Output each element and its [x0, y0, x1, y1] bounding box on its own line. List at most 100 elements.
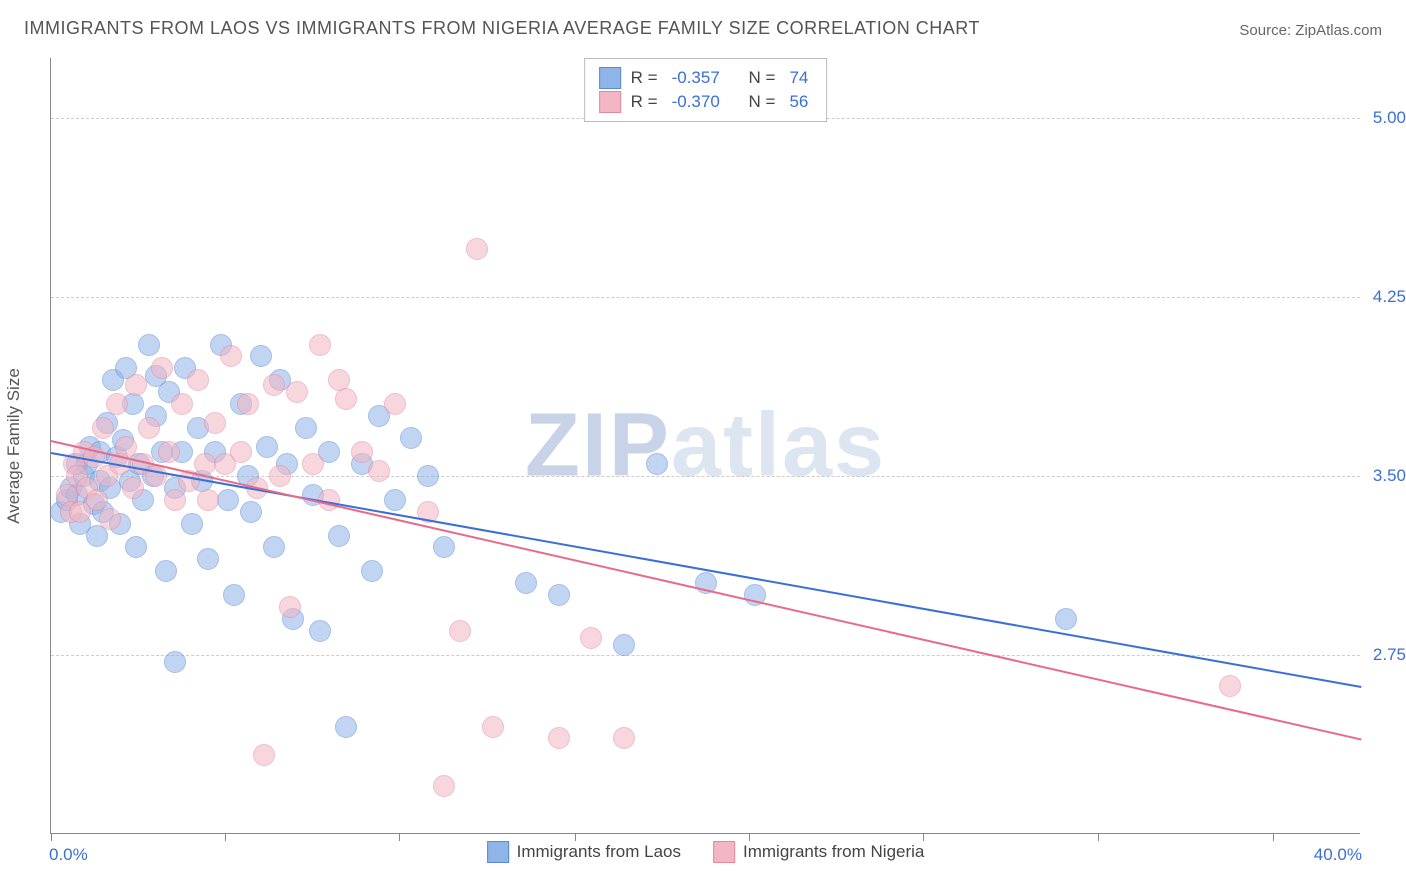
x-axis-max-label: 40.0% [1314, 845, 1362, 865]
data-point [253, 744, 275, 766]
data-point [155, 560, 177, 582]
data-point [230, 441, 252, 463]
data-point [482, 716, 504, 738]
swatch-nigeria [713, 841, 735, 863]
x-tick [575, 833, 576, 841]
data-point [1219, 675, 1241, 697]
data-point [171, 393, 193, 415]
y-tick-label: 4.25 [1373, 287, 1406, 307]
data-point [279, 596, 301, 618]
x-tick [51, 833, 52, 841]
legend-label: Immigrants from Nigeria [743, 842, 924, 862]
data-point [295, 417, 317, 439]
stat-R-label: R = [631, 68, 658, 88]
data-point [433, 536, 455, 558]
source-prefix: Source: [1239, 22, 1291, 39]
y-axis-label: Average Family Size [4, 368, 24, 524]
data-point [223, 584, 245, 606]
x-tick [225, 833, 226, 841]
data-point [351, 441, 373, 463]
stat-R-label: R = [631, 92, 658, 112]
stat-N-label: N = [749, 68, 776, 88]
x-axis-min-label: 0.0% [49, 845, 88, 865]
trend-line [51, 452, 1361, 688]
x-tick [1273, 833, 1274, 841]
y-tick-label: 3.50 [1373, 466, 1406, 486]
data-point [309, 620, 331, 642]
stat-N-value: 56 [789, 92, 808, 112]
data-point [1055, 608, 1077, 630]
watermark: ZIPatlas [525, 394, 886, 497]
legend-stats-box: R = -0.357 N = 74 R = -0.370 N = 56 [584, 58, 828, 122]
data-point [400, 427, 422, 449]
data-point [309, 334, 331, 356]
y-tick-label: 2.75 [1373, 645, 1406, 665]
data-point [197, 548, 219, 570]
stat-N-value: 74 [789, 68, 808, 88]
swatch-laos [599, 67, 621, 89]
data-point [263, 374, 285, 396]
swatch-nigeria [599, 91, 621, 113]
data-point [548, 584, 570, 606]
data-point [384, 393, 406, 415]
data-point [237, 393, 259, 415]
data-point [646, 453, 668, 475]
x-tick [923, 833, 924, 841]
data-point [368, 460, 390, 482]
data-point [302, 453, 324, 475]
data-point [269, 465, 291, 487]
stat-R-value: -0.357 [672, 68, 720, 88]
data-point [286, 381, 308, 403]
data-point [250, 345, 272, 367]
watermark-atlas: atlas [671, 395, 886, 495]
data-point [466, 238, 488, 260]
swatch-laos [487, 841, 509, 863]
plot-area: ZIPatlas R = -0.357 N = 74 R = -0.370 N … [50, 58, 1360, 834]
data-point [361, 560, 383, 582]
y-tick-label: 5.00 [1373, 108, 1406, 128]
data-point [256, 436, 278, 458]
x-tick [399, 833, 400, 841]
data-point [335, 716, 357, 738]
data-point [197, 489, 219, 511]
data-point [99, 508, 121, 530]
data-point [433, 775, 455, 797]
data-point [217, 489, 239, 511]
data-point [204, 412, 226, 434]
data-point [181, 513, 203, 535]
data-point [86, 489, 108, 511]
data-point [158, 441, 180, 463]
source-link[interactable]: ZipAtlas.com [1295, 22, 1382, 39]
data-point [580, 627, 602, 649]
data-point [328, 525, 350, 547]
stat-R-value: -0.370 [672, 92, 720, 112]
data-point [138, 417, 160, 439]
data-point [417, 465, 439, 487]
data-point [548, 727, 570, 749]
legend-item-nigeria: Immigrants from Nigeria [713, 841, 924, 863]
legend-series: Immigrants from Laos Immigrants from Nig… [487, 841, 925, 863]
legend-stats-row: R = -0.370 N = 56 [599, 91, 813, 113]
data-point [187, 369, 209, 391]
data-point [92, 417, 114, 439]
x-tick [749, 833, 750, 841]
trend-line [51, 440, 1361, 740]
legend-label: Immigrants from Laos [517, 842, 681, 862]
data-point [449, 620, 471, 642]
source-attribution: Source: ZipAtlas.com [1239, 22, 1382, 39]
data-point [122, 477, 144, 499]
watermark-zip: ZIP [525, 395, 671, 495]
data-point [515, 572, 537, 594]
data-point [125, 374, 147, 396]
x-tick [1098, 833, 1099, 841]
data-point [613, 727, 635, 749]
data-point [263, 536, 285, 558]
chart-title: IMMIGRANTS FROM LAOS VS IMMIGRANTS FROM … [24, 18, 980, 39]
data-point [335, 388, 357, 410]
gridline [51, 297, 1360, 298]
data-point [151, 357, 173, 379]
data-point [145, 465, 167, 487]
data-point [220, 345, 242, 367]
data-point [613, 634, 635, 656]
stat-N-label: N = [749, 92, 776, 112]
